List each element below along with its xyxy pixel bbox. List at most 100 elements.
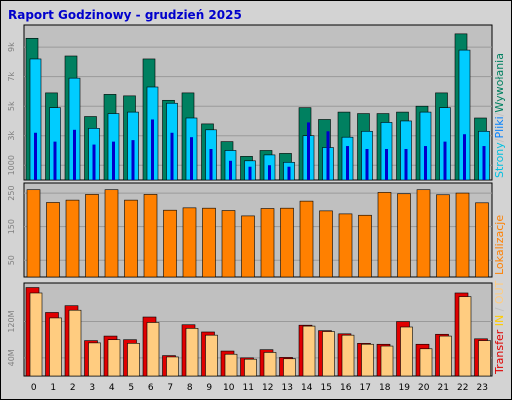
- x-tick-label: 17: [360, 383, 371, 393]
- bar-strony: [307, 122, 310, 180]
- side-label-part: IN: [493, 315, 506, 326]
- side-label-part: Lokalizacje: [493, 215, 506, 275]
- bar-out: [146, 322, 160, 377]
- bar-lokalizacje: [455, 192, 470, 278]
- x-tick-label: 2: [70, 383, 76, 393]
- bar-lokalizacje: [475, 202, 489, 278]
- bar-out: [283, 358, 296, 377]
- bar-out: [29, 292, 43, 377]
- bar-out: [205, 334, 218, 377]
- side-label-part: /: [493, 138, 506, 142]
- bar-lokalizacje: [163, 209, 177, 278]
- bar-lokalizacje: [338, 213, 353, 278]
- x-tick-label: 7: [167, 383, 173, 393]
- bar-lokalizacje: [280, 207, 294, 278]
- bar-lokalizacje: [85, 194, 99, 278]
- y-tick-label: 40M: [7, 349, 16, 366]
- bar-lokalizacje: [202, 207, 216, 278]
- bar-lokalizacje: [124, 199, 138, 278]
- y-tick-label: 5k: [7, 101, 16, 111]
- side-label-part: /: [493, 112, 506, 116]
- panel-background: [23, 24, 493, 181]
- bar-out: [419, 348, 433, 377]
- bar-strony: [53, 141, 57, 180]
- bar-lokalizacje: [46, 202, 60, 278]
- bar-strony: [404, 149, 408, 180]
- x-tick-label: 11: [243, 383, 254, 393]
- bar-strony: [73, 129, 76, 180]
- side-label-part: Strony: [493, 142, 506, 178]
- bar-out: [302, 325, 316, 377]
- bar-lokalizacje: [358, 214, 372, 278]
- x-tick-label: 8: [187, 383, 193, 393]
- bar-out: [380, 345, 394, 377]
- side-label-part: Pliki: [493, 116, 506, 138]
- bar-lokalizacje: [65, 199, 80, 278]
- y-tick-label: 120M: [7, 310, 16, 332]
- bar-strony: [365, 149, 369, 180]
- bar-out: [478, 340, 491, 377]
- x-tick-label: 14: [301, 383, 313, 393]
- bar-lokalizacje: [377, 192, 392, 278]
- x-tick-label: 22: [457, 383, 468, 393]
- bar-strony: [346, 146, 349, 180]
- y-tick-label: 3k: [7, 130, 16, 140]
- x-tick-label: 6: [148, 383, 154, 393]
- bar-out: [127, 343, 140, 377]
- bar-strony: [190, 137, 193, 180]
- x-tick-label: 0: [31, 383, 37, 393]
- bar-strony: [385, 149, 388, 180]
- bar-strony: [229, 160, 232, 180]
- x-tick-label: 5: [128, 383, 134, 393]
- x-tick-label: 10: [223, 383, 235, 393]
- bar-strony: [463, 134, 466, 180]
- bar-strony: [326, 131, 330, 180]
- y-tick-label: 9k: [7, 42, 16, 52]
- bar-lokalizacje: [143, 194, 158, 278]
- side-label-part: /: [493, 304, 506, 315]
- bar-lokalizacje: [397, 193, 411, 278]
- bar-out: [88, 342, 101, 377]
- bar-out: [224, 353, 238, 377]
- bar-out: [341, 334, 355, 377]
- bar-out: [361, 343, 374, 377]
- x-tick-label: 21: [438, 383, 449, 393]
- x-tick-label: 9: [206, 383, 212, 393]
- bar-out: [439, 335, 452, 377]
- panel-background: [23, 182, 493, 278]
- bar-lokalizacje: [416, 189, 431, 278]
- y-tick-label: 150: [7, 219, 16, 234]
- panel-bottom: 40M 120M Transfer IN / OUT: [7, 280, 506, 377]
- bar-lokalizacje: [299, 200, 314, 278]
- bar-lokalizacje: [241, 215, 255, 278]
- bar-out: [107, 339, 121, 377]
- x-tick-label: 23: [477, 383, 488, 393]
- bar-out: [458, 296, 472, 377]
- x-tick-label: 18: [379, 383, 391, 393]
- bar-lokalizacje: [436, 194, 450, 278]
- y-tick-label: 7k: [7, 71, 16, 81]
- bar-out: [185, 328, 199, 377]
- side-label-middle: Lokalizacje: [493, 215, 506, 275]
- bar-strony: [151, 119, 154, 180]
- bar-lokalizacje: [26, 189, 41, 278]
- x-tick-label: 13: [282, 383, 293, 393]
- side-label-part: Wywołania: [493, 53, 506, 113]
- bar-strony: [209, 149, 213, 180]
- x-tick-label: 1: [50, 383, 56, 393]
- bar-strony: [424, 146, 427, 180]
- x-tick-label: 4: [109, 383, 115, 393]
- x-tick-label: 19: [399, 383, 411, 393]
- side-label-bottom: Transfer IN / OUT: [493, 280, 506, 375]
- bar-out: [244, 358, 257, 377]
- bar-strony: [482, 146, 486, 180]
- bar-out: [322, 331, 335, 377]
- bar-out: [263, 352, 277, 377]
- x-tick-label: 3: [89, 383, 95, 393]
- bar-lokalizacje: [319, 210, 333, 278]
- bar-strony: [248, 166, 252, 180]
- chart-title: Raport Godzinowy - grudzień 2025: [8, 8, 242, 22]
- bar-strony: [268, 165, 271, 180]
- bar-strony: [287, 166, 291, 180]
